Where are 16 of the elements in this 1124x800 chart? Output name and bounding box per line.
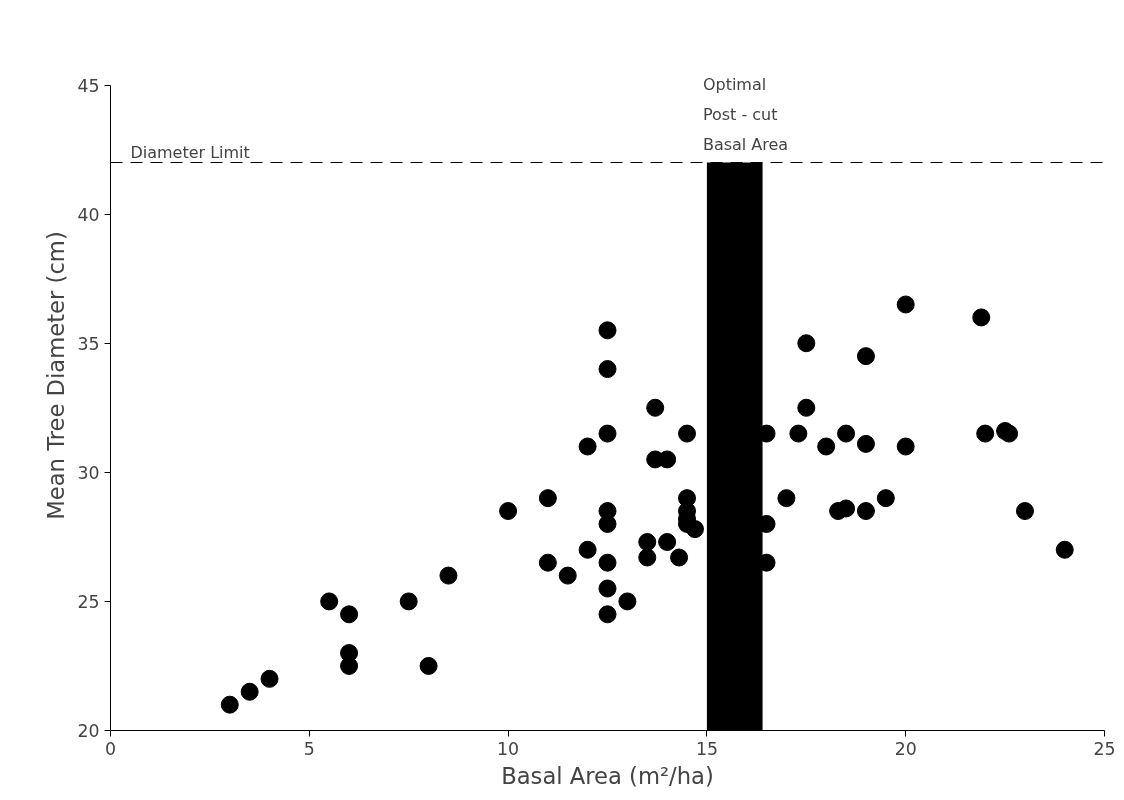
x-axis-title: Basal Area (m²/ha) [501,762,714,789]
y-tick-label: 25 [77,591,100,612]
ref-line-label: Diameter Limit [130,142,250,162]
x-tick-label: 10 [497,738,520,759]
x-tick-label: 25 [1093,738,1116,759]
y-tick-label: 35 [77,333,100,354]
y-axis-title: Mean Tree Diameter (cm) [43,231,70,520]
y-tick-label: 45 [77,75,100,96]
band-label: Optimal Post - cut Basal Area [702,74,789,155]
x-tick-label: 5 [303,738,315,759]
x-tick-label: 0 [104,738,117,759]
x-tick-label: 15 [695,738,718,759]
y-tick-label: 30 [77,462,100,483]
y-tick-label: 40 [77,204,100,225]
x-tick-label: 20 [894,738,917,759]
y-tick-label: 20 [77,721,100,741]
